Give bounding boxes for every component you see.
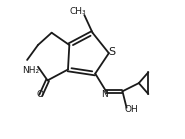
Text: O: O: [37, 90, 43, 99]
Text: CH₃: CH₃: [70, 7, 87, 16]
Text: N: N: [101, 90, 107, 99]
Text: NH₂: NH₂: [22, 66, 39, 75]
Text: OH: OH: [125, 105, 138, 114]
Text: S: S: [109, 48, 116, 57]
